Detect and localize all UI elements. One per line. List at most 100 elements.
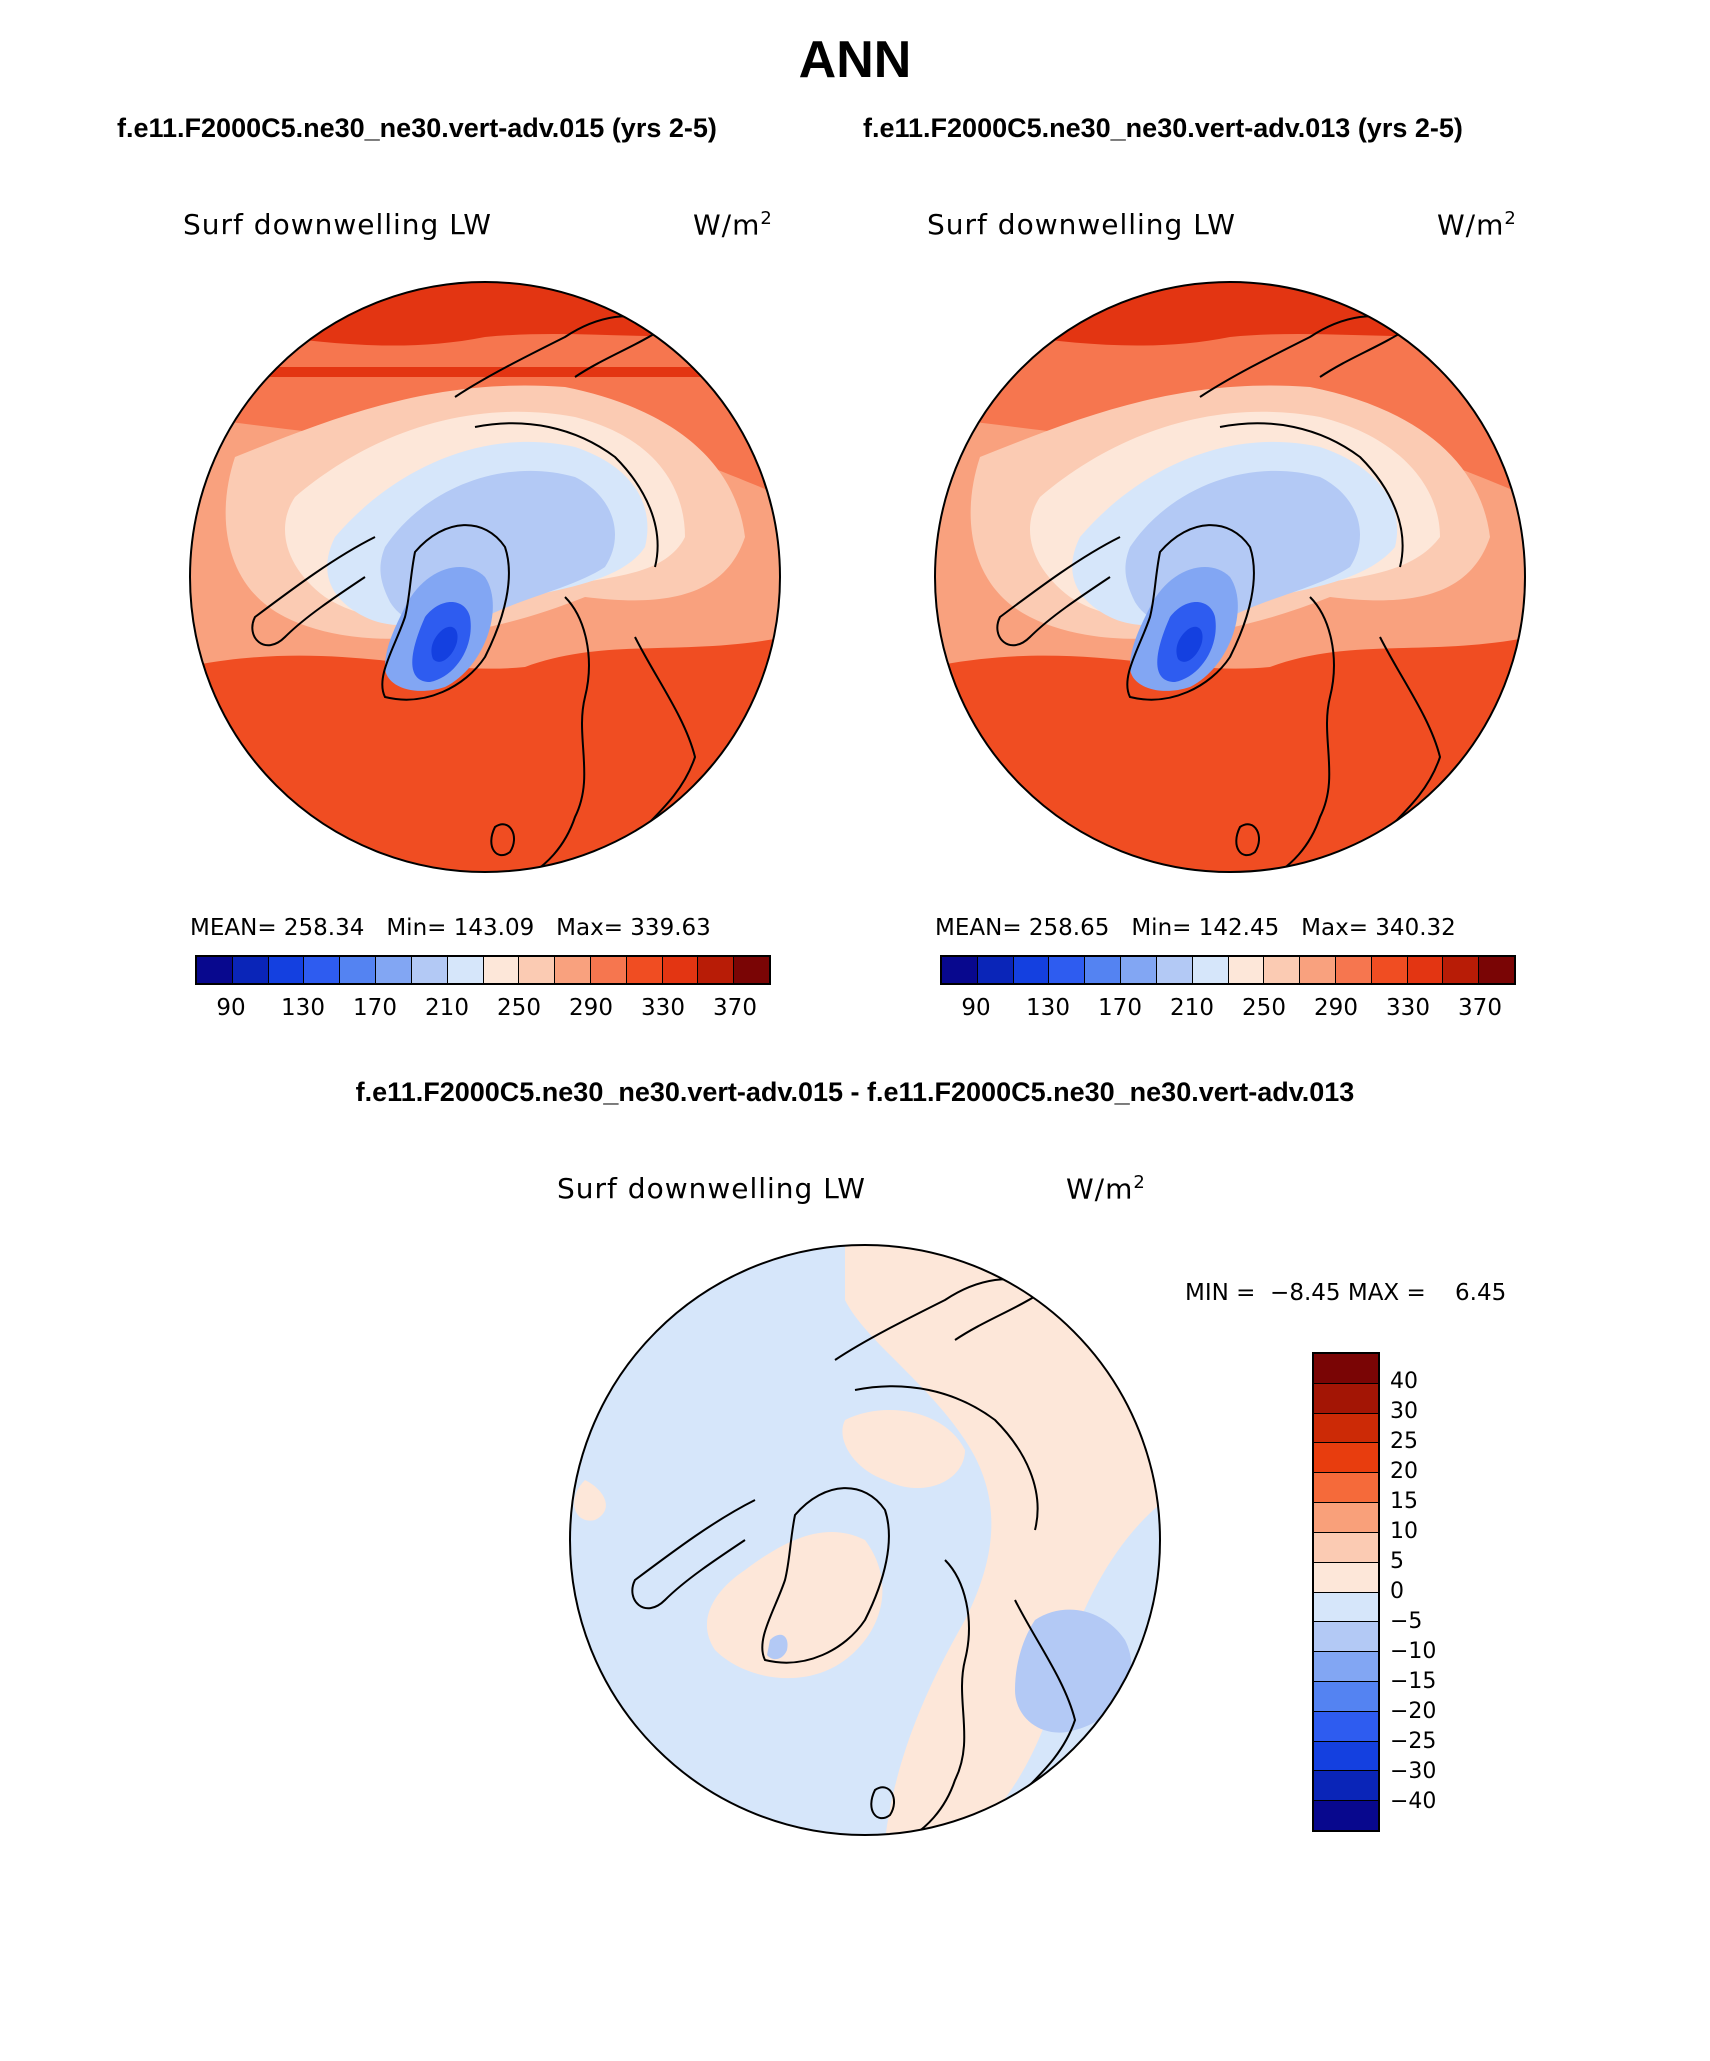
colorbar-tick-label: −20 xyxy=(1390,1699,1437,1724)
colorbar-swatch xyxy=(231,957,268,983)
difference-colorbar-labels: 40 30 25 20 15 10 5 0 −5 −10 −15 −20 −25 −30 −40 xyxy=(1390,1352,1490,1832)
colorbar-tick-label: 170 xyxy=(353,995,397,1021)
panel-2-polar-map xyxy=(934,281,1526,873)
figure-title: ANN xyxy=(798,31,912,89)
colorbar-tick-label: 20 xyxy=(1390,1459,1418,1484)
colorbar-swatch xyxy=(589,957,626,983)
colorbar-tick-label: 15 xyxy=(1390,1489,1418,1514)
colorbar-tick-label: −5 xyxy=(1390,1609,1423,1634)
subtitle-right: f.e11.F2000C5.ne30_ne30.vert-adv.013 (yr… xyxy=(863,113,1463,143)
colorbar-swatch xyxy=(267,957,304,983)
colorbar-swatch xyxy=(661,957,698,983)
colorbar-swatch xyxy=(1191,957,1228,983)
colorbar-swatch xyxy=(410,957,447,983)
colorbar-swatch xyxy=(1478,957,1514,983)
colorbar-swatch xyxy=(1314,1382,1378,1413)
colorbar-swatch xyxy=(1314,1561,1378,1592)
colorbar-swatch xyxy=(976,957,1013,983)
colorbar-swatch xyxy=(375,957,411,983)
colorbar-swatch xyxy=(1334,957,1371,983)
panel-2-units: W/m2 xyxy=(1437,208,1517,242)
colorbar-swatch xyxy=(446,957,483,983)
colorbar-tick-label: 370 xyxy=(1458,995,1502,1021)
colorbar-swatch xyxy=(1314,1651,1378,1681)
panel-1-colorbar-labels: 90 130 170 210 250 290 330 370 xyxy=(195,995,771,1025)
colorbar-swatch xyxy=(1299,957,1335,983)
colorbar-tick-label: 130 xyxy=(281,995,325,1021)
colorbar-swatch xyxy=(518,957,555,983)
colorbar-tick-label: 330 xyxy=(1386,995,1430,1021)
colorbar-swatch xyxy=(1406,957,1443,983)
colorbar-tick-label: −15 xyxy=(1390,1669,1437,1694)
colorbar-tick-label: −30 xyxy=(1390,1759,1437,1784)
colorbar-swatch xyxy=(1263,957,1300,983)
colorbar-swatch xyxy=(1155,957,1192,983)
colorbar-swatch xyxy=(1084,957,1121,983)
colorbar-swatch xyxy=(482,957,519,983)
colorbar-swatch xyxy=(1314,1710,1378,1741)
colorbar-tick-label: 290 xyxy=(569,995,613,1021)
colorbar-tick-label: −25 xyxy=(1390,1729,1437,1754)
colorbar-tick-label: 210 xyxy=(1170,995,1214,1021)
colorbar-swatch xyxy=(1314,1621,1378,1652)
colorbar-swatch xyxy=(1370,957,1407,983)
colorbar-swatch xyxy=(1314,1472,1378,1503)
colorbar-swatch xyxy=(1314,1531,1378,1562)
colorbar-tick-label: 330 xyxy=(641,995,685,1021)
colorbar-swatch xyxy=(1314,1800,1378,1830)
colorbar-swatch xyxy=(1314,1412,1378,1443)
colorbar-tick-label: 250 xyxy=(497,995,541,1021)
colorbar-swatch xyxy=(625,957,662,983)
panel-2-colorbar-labels: 90 130 170 210 250 290 330 370 xyxy=(940,995,1516,1025)
colorbar-swatch xyxy=(339,957,376,983)
diff-variable-label: Surf downwelling LW xyxy=(557,1172,866,1205)
panel-2-stats: MEAN= 258.65 Min= 142.45 Max= 340.32 xyxy=(935,915,1456,941)
panel-1-variable-label: Surf downwelling LW xyxy=(183,208,492,241)
colorbar-tick-label: 130 xyxy=(1026,995,1070,1021)
colorbar-swatch xyxy=(1048,957,1085,983)
difference-colorbar xyxy=(1312,1352,1380,1832)
colorbar-tick-label: 370 xyxy=(713,995,757,1021)
colorbar-swatch xyxy=(1314,1740,1378,1771)
colorbar-swatch xyxy=(197,957,232,983)
colorbar-tick-label: 170 xyxy=(1098,995,1142,1021)
colorbar-swatch xyxy=(1314,1442,1378,1473)
colorbar-tick-label: −40 xyxy=(1390,1789,1437,1814)
difference-title: f.e11.F2000C5.ne30_ne30.vert-adv.015 - f… xyxy=(355,1077,1355,1107)
colorbar-tick-label: 5 xyxy=(1390,1549,1404,1574)
colorbar-tick-label: 30 xyxy=(1390,1399,1418,1424)
panel-2-variable-label: Surf downwelling LW xyxy=(927,208,1236,241)
colorbar-swatch xyxy=(1314,1770,1378,1801)
colorbar-swatch xyxy=(1442,957,1479,983)
colorbar-tick-label: 90 xyxy=(216,995,246,1021)
colorbar-tick-label: 250 xyxy=(1242,995,1286,1021)
colorbar-swatch xyxy=(1120,957,1156,983)
colorbar-tick-label: 10 xyxy=(1390,1519,1418,1544)
subtitle-left: f.e11.F2000C5.ne30_ne30.vert-adv.015 (yr… xyxy=(117,113,717,143)
colorbar-tick-label: 40 xyxy=(1390,1369,1418,1394)
panel-1-colorbar xyxy=(195,955,771,985)
colorbar-tick-label: 25 xyxy=(1390,1429,1418,1454)
colorbar-swatch xyxy=(1012,957,1049,983)
diff-min-max: MIN = −8.45 MAX = 6.45 xyxy=(1185,1280,1507,1306)
panel-2-colorbar xyxy=(940,955,1516,985)
colorbar-swatch xyxy=(942,957,977,983)
diff-units: W/m2 xyxy=(1066,1172,1146,1206)
colorbar-swatch xyxy=(554,957,590,983)
colorbar-swatch xyxy=(733,957,769,983)
colorbar-tick-label: 90 xyxy=(961,995,991,1021)
colorbar-tick-label: 290 xyxy=(1314,995,1358,1021)
panel-1-polar-map xyxy=(189,281,781,873)
colorbar-swatch xyxy=(303,957,340,983)
colorbar-swatch xyxy=(1314,1354,1378,1383)
colorbar-swatch xyxy=(1314,1591,1378,1622)
colorbar-tick-label: 0 xyxy=(1390,1579,1404,1604)
colorbar-swatch xyxy=(697,957,734,983)
colorbar-tick-label: 210 xyxy=(425,995,469,1021)
panel-1-units: W/m2 xyxy=(693,208,773,242)
colorbar-swatch xyxy=(1314,1502,1378,1532)
difference-polar-map xyxy=(569,1244,1161,1836)
colorbar-tick-label: −10 xyxy=(1390,1639,1437,1664)
colorbar-swatch xyxy=(1227,957,1264,983)
colorbar-swatch xyxy=(1314,1680,1378,1711)
